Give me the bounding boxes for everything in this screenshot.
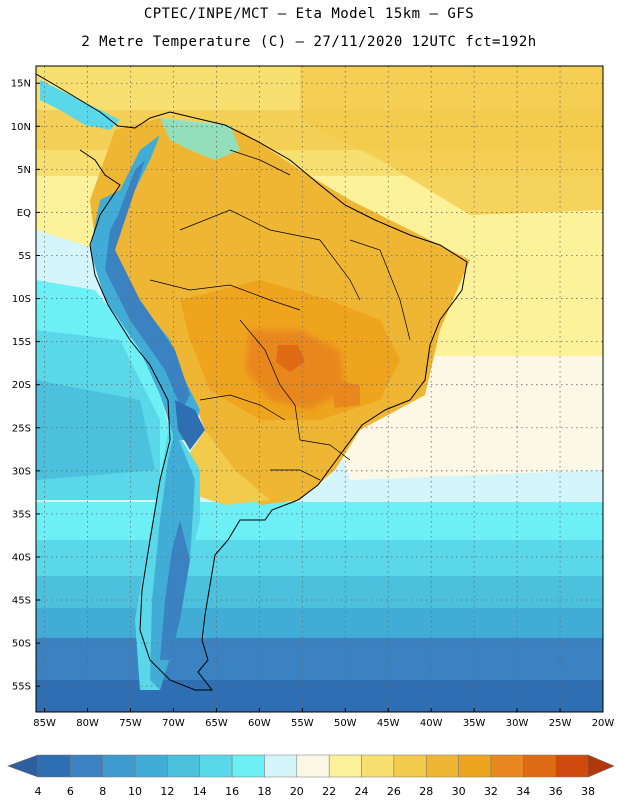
latitude-tick-label: 40S xyxy=(12,552,31,563)
colorbar-value-label: 22 xyxy=(322,785,336,798)
colorbar-swatch xyxy=(555,754,589,778)
longitude-tick-label: 75W xyxy=(119,718,142,729)
colorbar-value-label: 6 xyxy=(67,785,74,798)
longitude-tick-label: 40W xyxy=(420,718,443,729)
colorbar-swatch xyxy=(328,754,362,778)
longitude-tick-label: 65W xyxy=(205,718,228,729)
colorbar-value-label: 32 xyxy=(484,785,498,798)
colorbar-value-label: 24 xyxy=(355,785,369,798)
colorbar-value-label: 38 xyxy=(581,785,595,798)
longitude-tick-label: 60W xyxy=(248,718,271,729)
colorbar-swatch xyxy=(102,754,136,778)
colorbar-value-label: 14 xyxy=(193,785,207,798)
colorbar-swatch xyxy=(458,754,492,778)
colorbar-value-label: 16 xyxy=(225,785,239,798)
colorbar-swatch xyxy=(231,754,265,778)
latitude-tick-label: 20S xyxy=(12,380,31,391)
colorbar-swatch xyxy=(167,754,201,778)
longitude-tick-label: 55W xyxy=(291,718,314,729)
latitude-tick-label: 35S xyxy=(12,509,31,520)
longitude-tick-label: 35W xyxy=(463,718,486,729)
latitude-tick-label: 30S xyxy=(12,466,31,477)
latitude-tick-label: 10N xyxy=(11,122,31,133)
colorbar-value-label: 26 xyxy=(387,785,401,798)
colorbar-swatch xyxy=(361,754,395,778)
latitude-tick-label: 55S xyxy=(12,682,31,693)
colorbar-value-label: 18 xyxy=(257,785,271,798)
colorbar-swatch xyxy=(425,754,459,778)
colorbar: 4 6 8 10 12 14 16 18 20 22 24 26 28 30 32 34 36 38 xyxy=(7,754,615,798)
colorbar-arrow-high xyxy=(587,754,615,778)
latitude-tick-label: 15S xyxy=(12,337,31,348)
colorbar-swatch xyxy=(37,754,71,778)
colorbar-value-label: 8 xyxy=(99,785,106,798)
colorbar-swatch xyxy=(134,754,168,778)
colorbar-value-label: 36 xyxy=(549,785,563,798)
longitude-tick-label: 85W xyxy=(33,718,56,729)
coastline xyxy=(36,73,468,691)
colorbar-value-label: 20 xyxy=(290,785,304,798)
temperature-field xyxy=(36,66,603,712)
plot-frame xyxy=(35,65,604,713)
colorbar-value-label: 30 xyxy=(452,785,466,798)
country-borders xyxy=(149,149,411,481)
longitude-tick-label: 25W xyxy=(549,718,572,729)
latitude-tick-label: 10S xyxy=(12,294,31,305)
latitude-tick-label: 25S xyxy=(12,423,31,434)
colorbar-swatch xyxy=(523,754,556,778)
longitude-tick-label: 70W xyxy=(162,718,185,729)
title-line-2: 2 Metre Temperature (C) – 27/11/2020 12U… xyxy=(81,34,537,50)
colorbar-value-label: 34 xyxy=(516,785,530,798)
latitude-axis: 15N 10N 5N EQ 5S 10S 15S 20S 25S 30S 35S 40S 45S 50S 5… xyxy=(11,79,40,693)
latitude-tick-label: 5S xyxy=(18,251,31,262)
latitude-tick-label: EQ xyxy=(17,208,31,219)
colorbar-swatch xyxy=(264,754,298,778)
longitude-tick-label: 30W xyxy=(506,718,529,729)
colorbar-swatch xyxy=(199,754,233,778)
colorbar-value-label: 4 xyxy=(35,785,42,798)
colorbar-value-label: 12 xyxy=(160,785,174,798)
longitude-tick-label: 50W xyxy=(334,718,357,729)
longitude-tick-label: 45W xyxy=(377,718,400,729)
latitude-tick-label: 5N xyxy=(17,165,31,176)
colorbar-swatch xyxy=(490,754,524,778)
title-line-1: CPTEC/INPE/MCT – Eta Model 15km – GFS xyxy=(143,6,475,22)
latitude-tick-label: 50S xyxy=(12,639,31,650)
longitude-tick-label: 80W xyxy=(76,718,99,729)
longitude-tick-label: 20W xyxy=(592,718,615,729)
colorbar-value-label: 10 xyxy=(128,785,142,798)
colorbar-value-label: 28 xyxy=(419,785,433,798)
colorbar-swatch xyxy=(70,754,103,778)
latitude-tick-label: 15N xyxy=(11,79,31,90)
colorbar-swatch xyxy=(393,754,427,778)
latitude-tick-label: 45S xyxy=(12,596,31,607)
colorbar-arrow-low xyxy=(7,754,39,778)
longitude-axis: 85W 80W 75W 70W 65W 60W 55W 50W 45W 40W 35W 30W 25W 2… xyxy=(33,708,614,729)
colorbar-swatch xyxy=(296,754,330,778)
